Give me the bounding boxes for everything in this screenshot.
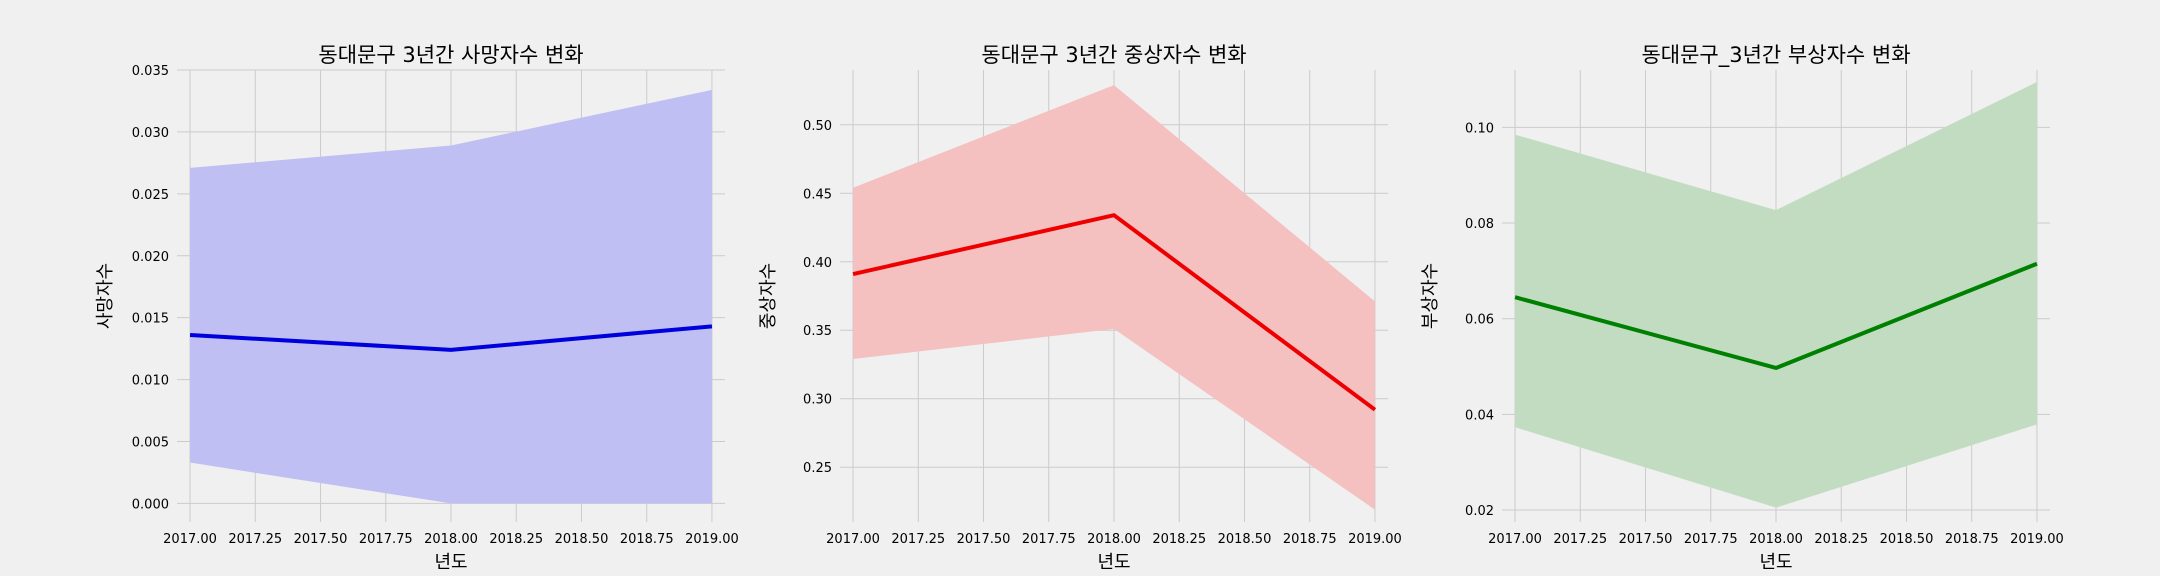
y-tick-label: 0.40 bbox=[803, 256, 832, 271]
x-tick-label: 2018.75 bbox=[620, 532, 674, 547]
x-tick-label: 2017.50 bbox=[294, 532, 348, 547]
x-tick-label: 2017.25 bbox=[1553, 532, 1607, 547]
chart-deaths: 2017.00 2017.25 2017.50 2017.75 2018.00 2018.… bbox=[95, 43, 739, 573]
x-tick-label: 2018.25 bbox=[489, 532, 543, 547]
x-tick-label: 2019.00 bbox=[685, 532, 739, 547]
x-tick-label: 2017.75 bbox=[1022, 532, 1076, 547]
y-tick-label: 0.25 bbox=[803, 461, 832, 476]
x-axis-label: 년도 bbox=[434, 552, 467, 573]
x-tick-label: 2017.25 bbox=[891, 532, 945, 547]
chart-title: 동대문구 3년간 사망자수 변화 bbox=[318, 43, 583, 67]
y-tick-label: 0.08 bbox=[1465, 217, 1494, 232]
x-tick-label: 2017.75 bbox=[1684, 532, 1738, 547]
x-tick-label: 2018.50 bbox=[1880, 532, 1934, 547]
y-tick-label: 0.000 bbox=[132, 497, 169, 512]
y-tick-label: 0.35 bbox=[803, 324, 832, 339]
y-tick-label: 0.45 bbox=[803, 187, 832, 202]
x-tick-label: 2017.00 bbox=[1488, 532, 1542, 547]
x-axis-label: 년도 bbox=[1097, 552, 1130, 573]
x-tick-label: 2017.50 bbox=[957, 532, 1011, 547]
y-axis-label: 사망자수 bbox=[95, 263, 116, 329]
x-axis-label: 년도 bbox=[1759, 552, 1792, 573]
chart-minor-injuries: 2017.00 2017.25 2017.50 2017.75 2018.00 2018.… bbox=[1420, 43, 2064, 573]
y-tick-label: 0.06 bbox=[1465, 313, 1494, 328]
y-axis-label: 중상자수 bbox=[758, 263, 779, 329]
chart-serious-injuries: 2017.00 2017.25 2017.50 2017.75 2018.00 2018.… bbox=[758, 43, 1402, 573]
y-tick-label: 0.30 bbox=[803, 393, 832, 408]
x-tick-label: 2019.00 bbox=[2010, 532, 2064, 547]
y-tick-label: 0.030 bbox=[132, 126, 169, 141]
y-tick-label: 0.005 bbox=[132, 436, 169, 451]
x-tick-label: 2017.25 bbox=[228, 532, 282, 547]
y-tick-label: 0.10 bbox=[1465, 121, 1494, 136]
x-tick-label: 2017.50 bbox=[1619, 532, 1673, 547]
x-tick-label: 2018.75 bbox=[1945, 532, 1999, 547]
chart-title: 동대문구_3년간 부상자수 변화 bbox=[1641, 43, 1910, 68]
y-tick-label: 0.010 bbox=[132, 374, 169, 389]
y-tick-label: 0.50 bbox=[803, 119, 832, 134]
confidence-band bbox=[190, 90, 712, 504]
y-tick-label: 0.02 bbox=[1465, 504, 1494, 519]
y-tick-label: 0.035 bbox=[132, 64, 169, 79]
x-tick-label: 2019.00 bbox=[1348, 532, 1402, 547]
x-tick-label: 2018.50 bbox=[555, 532, 609, 547]
x-tick-label: 2018.75 bbox=[1283, 532, 1337, 547]
x-tick-label: 2018.50 bbox=[1218, 532, 1272, 547]
x-tick-label: 2018.00 bbox=[1749, 532, 1803, 547]
x-tick-label: 2017.00 bbox=[826, 532, 880, 547]
y-axis-label: 부상자수 bbox=[1420, 263, 1441, 329]
y-tick-label: 0.04 bbox=[1465, 408, 1494, 423]
y-tick-label: 0.025 bbox=[132, 188, 169, 203]
x-tick-label: 2017.75 bbox=[359, 532, 413, 547]
chart-title: 동대문구 3년간 중상자수 변화 bbox=[981, 43, 1246, 67]
x-tick-label: 2017.00 bbox=[163, 532, 217, 547]
x-tick-label: 2018.00 bbox=[1087, 532, 1141, 547]
x-tick-label: 2018.00 bbox=[424, 532, 478, 547]
x-tick-label: 2018.25 bbox=[1152, 532, 1206, 547]
x-tick-label: 2018.25 bbox=[1814, 532, 1868, 547]
y-tick-label: 0.020 bbox=[132, 250, 169, 265]
y-tick-label: 0.015 bbox=[132, 312, 169, 327]
